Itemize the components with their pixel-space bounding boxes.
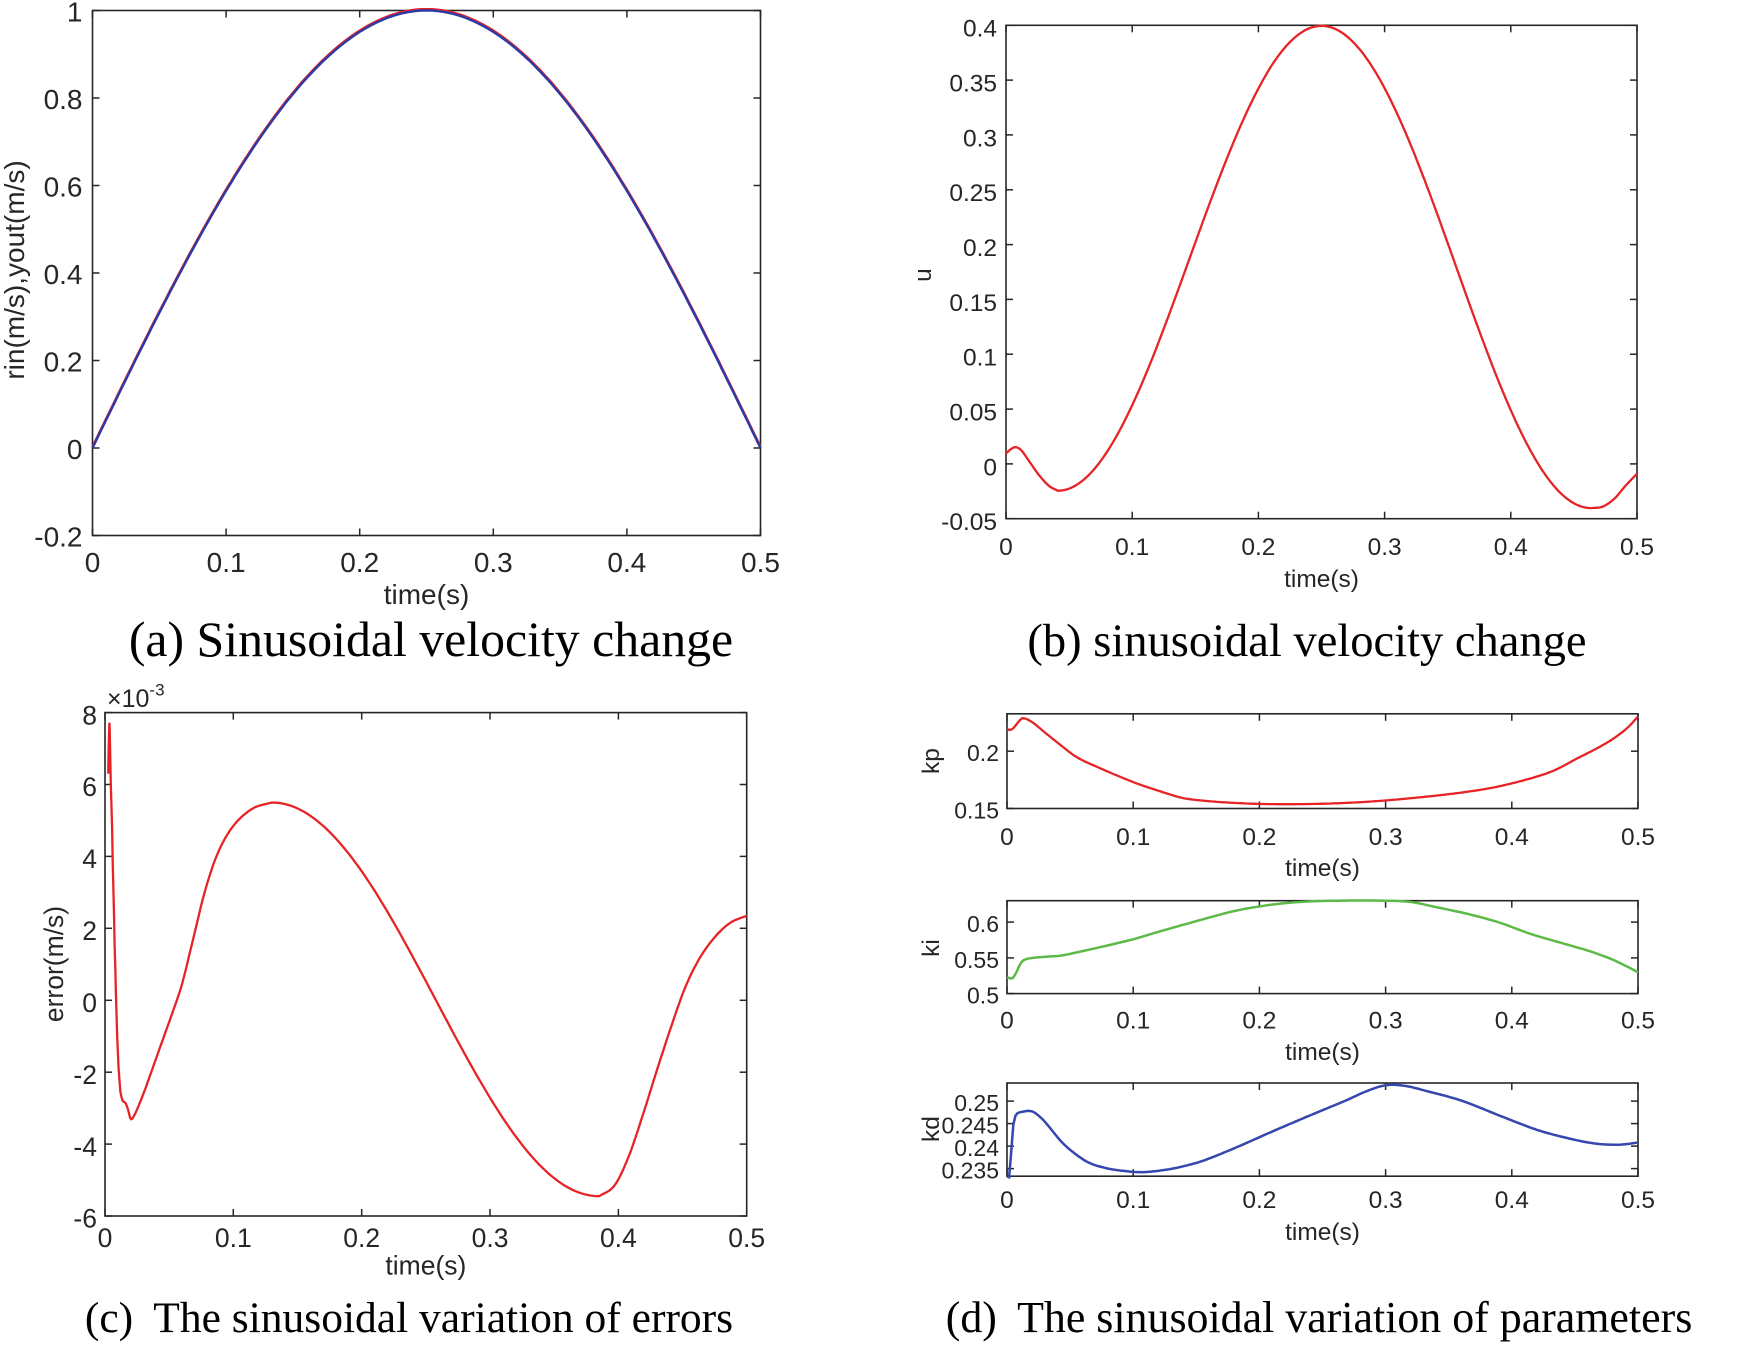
svg-text:(b) sinusoidal velocity change: (b) sinusoidal velocity change	[1027, 616, 1586, 667]
svg-text:0.15: 0.15	[954, 798, 999, 824]
svg-text:0.35: 0.35	[949, 71, 997, 98]
svg-text:0.5: 0.5	[1621, 824, 1655, 851]
svg-text:0.05: 0.05	[949, 399, 997, 426]
svg-text:0.4: 0.4	[1495, 1187, 1529, 1214]
svg-text:0.6: 0.6	[44, 172, 83, 203]
svg-text:0.5: 0.5	[967, 983, 999, 1009]
svg-text:0: 0	[1000, 1008, 1014, 1035]
svg-text:8: 8	[82, 700, 97, 730]
svg-text:time(s): time(s)	[1285, 1219, 1360, 1246]
svg-text:2: 2	[82, 916, 97, 946]
svg-text:0.3: 0.3	[1369, 824, 1403, 851]
svg-text:(a) Sinusoidal velocity change: (a) Sinusoidal velocity change	[129, 612, 733, 667]
svg-text:0.3: 0.3	[1369, 1008, 1403, 1035]
svg-text:0.3: 0.3	[472, 1223, 509, 1253]
svg-text:u: u	[910, 268, 937, 282]
svg-text:-0.05: -0.05	[941, 509, 997, 536]
svg-text:time(s): time(s)	[1285, 1039, 1360, 1066]
svg-text:0.6: 0.6	[967, 911, 999, 937]
svg-text:0.4: 0.4	[1495, 824, 1529, 851]
svg-text:(d) The sinusoidal variation o: (d) The sinusoidal variation of paramete…	[946, 1294, 1693, 1342]
svg-text:0: 0	[999, 534, 1013, 561]
svg-text:0.5: 0.5	[741, 547, 780, 578]
svg-text:0.245: 0.245	[941, 1113, 999, 1139]
svg-text:0.24: 0.24	[954, 1135, 999, 1161]
svg-text:6: 6	[82, 772, 97, 802]
svg-text:0.3: 0.3	[963, 125, 997, 152]
svg-text:0.55: 0.55	[954, 947, 999, 973]
svg-text:0.4: 0.4	[607, 547, 646, 578]
svg-text:kp: kp	[918, 748, 945, 774]
svg-text:0.2: 0.2	[1242, 824, 1276, 851]
svg-text:0.1: 0.1	[215, 1223, 252, 1253]
svg-text:1: 1	[67, 0, 83, 28]
svg-text:time(s): time(s)	[385, 1251, 466, 1281]
svg-text:0.1: 0.1	[1116, 1187, 1150, 1214]
svg-text:0.1: 0.1	[207, 547, 246, 578]
svg-text:0: 0	[1000, 1187, 1014, 1214]
svg-text:0.235: 0.235	[941, 1158, 999, 1184]
svg-text:0: 0	[98, 1223, 113, 1253]
svg-text:kd: kd	[918, 1116, 945, 1142]
svg-text:0.5: 0.5	[1621, 1187, 1655, 1214]
svg-text:time(s): time(s)	[1285, 855, 1360, 882]
svg-text:-2: -2	[73, 1060, 97, 1090]
svg-text:0.3: 0.3	[474, 547, 513, 578]
svg-text:0.2: 0.2	[1241, 534, 1275, 561]
svg-text:0.5: 0.5	[1620, 534, 1654, 561]
svg-text:0.3: 0.3	[1369, 1187, 1403, 1214]
svg-text:0.2: 0.2	[1242, 1187, 1276, 1214]
svg-text:0.2: 0.2	[340, 547, 379, 578]
svg-text:time(s): time(s)	[1284, 566, 1359, 593]
svg-text:0: 0	[85, 547, 101, 578]
svg-text:-6: -6	[73, 1204, 97, 1234]
svg-text:-0.2: -0.2	[34, 522, 82, 553]
svg-text:0.1: 0.1	[1115, 534, 1149, 561]
svg-text:0.25: 0.25	[954, 1090, 999, 1116]
svg-text:error(m/s): error(m/s)	[39, 906, 69, 1022]
svg-text:0.25: 0.25	[949, 180, 997, 207]
svg-text:0.1: 0.1	[963, 345, 997, 372]
svg-text:0.4: 0.4	[1495, 1008, 1529, 1035]
svg-text:0.4: 0.4	[1494, 534, 1528, 561]
svg-text:time(s): time(s)	[384, 579, 470, 610]
svg-text:0.5: 0.5	[728, 1223, 765, 1253]
svg-text:0.2: 0.2	[967, 740, 999, 766]
svg-text:0.2: 0.2	[1242, 1008, 1276, 1035]
svg-text:0.15: 0.15	[949, 290, 997, 317]
svg-text:0.2: 0.2	[343, 1223, 380, 1253]
svg-text:ki: ki	[918, 939, 945, 957]
svg-text:0.2: 0.2	[963, 235, 997, 262]
svg-text:0: 0	[983, 454, 997, 481]
svg-text:-4: -4	[73, 1132, 97, 1162]
svg-text:0.3: 0.3	[1368, 534, 1402, 561]
svg-text:(c) The sinusoidal variation o: (c) The sinusoidal variation of errors	[85, 1294, 733, 1342]
svg-text:0.4: 0.4	[963, 16, 997, 43]
svg-text:0.1: 0.1	[1116, 1008, 1150, 1035]
svg-text:0: 0	[67, 434, 83, 465]
svg-text:0.8: 0.8	[44, 84, 83, 115]
svg-text:4: 4	[82, 844, 97, 874]
svg-text:0: 0	[82, 988, 97, 1018]
svg-text:0.4: 0.4	[44, 259, 83, 290]
svg-text:0.5: 0.5	[1621, 1008, 1655, 1035]
svg-text:0.4: 0.4	[600, 1223, 637, 1253]
svg-text:0: 0	[1000, 824, 1014, 851]
svg-text:0.1: 0.1	[1116, 824, 1150, 851]
svg-text:rin(m/s),yout(m/s): rin(m/s),yout(m/s)	[0, 160, 30, 379]
svg-text:0.2: 0.2	[44, 347, 83, 378]
